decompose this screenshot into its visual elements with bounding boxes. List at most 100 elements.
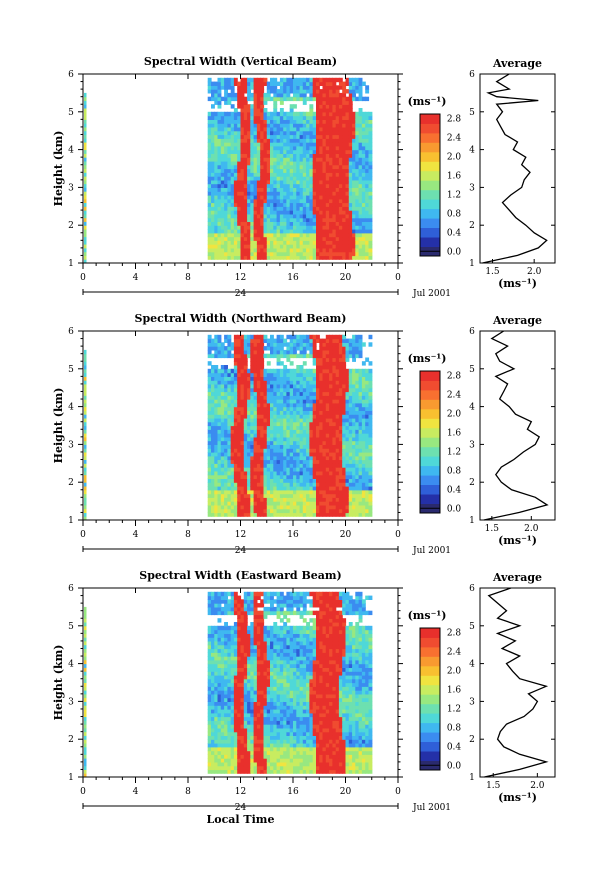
heatmap-cell (250, 123, 255, 128)
heatmap-cell (368, 145, 373, 151)
heatmap-cell (325, 221, 330, 226)
heatmap-cell (316, 383, 320, 389)
heatmap-cell (332, 486, 337, 491)
panel-title: Spectral Width (Northward Beam) (135, 312, 347, 325)
heatmap-cell (276, 474, 281, 479)
heatmap-cell (293, 145, 297, 151)
heatmap-cell (352, 508, 356, 514)
heatmap-cell (220, 380, 225, 385)
heatmap-cell (316, 512, 320, 517)
heatmap-cell (358, 89, 363, 94)
heatmap-cell (256, 251, 261, 257)
heatmap-cell (253, 111, 258, 117)
heatmap-cell (233, 512, 238, 517)
heatmap-cell (358, 251, 363, 257)
heatmap-cell (266, 425, 271, 430)
heatmap-cell (312, 399, 317, 404)
heatmap-cell (207, 236, 212, 241)
heatmap-cell (263, 391, 268, 396)
heatmap-cell (84, 115, 87, 120)
heatmap-cell (345, 81, 350, 86)
heatmap-cell (233, 402, 238, 408)
heatmap-cell (302, 508, 307, 514)
heatmap-cell (279, 387, 284, 393)
heatmap-cell (358, 391, 363, 396)
heatmap-cell (306, 172, 310, 177)
heatmap-cell (224, 244, 228, 249)
heatmap-cell (250, 251, 255, 257)
heatmap-cell (302, 474, 307, 479)
heatmap-cell (214, 455, 219, 461)
heatmap-cell (237, 470, 242, 476)
heatmap-cell (243, 96, 248, 102)
heatmap-cell (224, 251, 228, 257)
heatmap-cell (276, 486, 281, 491)
heatmap-cell (322, 251, 327, 257)
heatmap-cell (237, 142, 242, 147)
heatmap-cell (293, 486, 297, 491)
heatmap-cell (355, 183, 360, 188)
heatmap-cell (296, 342, 301, 347)
heatmap-cell (296, 353, 301, 359)
heatmap-cell (312, 368, 317, 374)
heatmap-cell (243, 334, 248, 340)
heatmap-cell (273, 225, 278, 230)
heatmap-cell (338, 202, 343, 207)
heatmap-cell (322, 138, 327, 143)
heatmap-cell (286, 357, 291, 362)
heatmap-cell (319, 191, 324, 196)
heatmap-cell (368, 493, 373, 498)
heatmap-cell (233, 168, 238, 173)
heatmap-cell (233, 126, 238, 132)
heatmap-cell (263, 421, 268, 427)
heatmap-cell (338, 179, 343, 185)
heatmap-cell (240, 512, 245, 517)
colorbar: (ms⁻¹)0.00.40.81.21.62.02.42.8 (408, 95, 462, 257)
heatmap-cell (358, 153, 363, 158)
heatmap-cell (345, 448, 350, 453)
heatmap-cell (260, 191, 265, 196)
heatmap-cell (329, 138, 333, 143)
heatmap-cell (319, 255, 324, 260)
heatmap-cell (207, 444, 212, 449)
heatmap-cell (230, 255, 235, 260)
heatmap-cell (299, 85, 304, 90)
heatmap-cell (296, 229, 301, 234)
heatmap-cell (302, 195, 307, 200)
heatmap-cell (214, 444, 219, 449)
heatmap-cell (84, 493, 87, 498)
heatmap-cell (227, 119, 232, 124)
heatmap-cell (207, 111, 212, 117)
heatmap-cell (276, 383, 281, 389)
heatmap-cell (358, 210, 363, 215)
heatmap-cell (289, 172, 294, 177)
heatmap-cell (368, 229, 373, 234)
heatmap-cell (273, 179, 278, 185)
heatmap-cell (312, 225, 317, 230)
heatmap-cell (345, 452, 350, 457)
heatmap-cell (322, 421, 327, 427)
heatmap-cell (342, 342, 347, 347)
heatmap-cell (302, 92, 307, 98)
heatmap-cell (273, 229, 278, 234)
heatmap-cell (247, 92, 251, 98)
heatmap-cell (355, 142, 360, 147)
heatmap-cell (312, 402, 317, 408)
heatmap-cell (355, 164, 360, 170)
heatmap-cell (345, 104, 350, 109)
heatmap-cell (207, 372, 212, 377)
heatmap-cell (260, 176, 265, 181)
heatmap-cell (316, 176, 320, 181)
heatmap-cell (207, 255, 212, 260)
heatmap-cell (233, 206, 238, 211)
heatmap-cell (312, 493, 317, 498)
heatmap-cell (293, 168, 297, 173)
heatmap-cell (342, 168, 347, 173)
heatmap-cell (335, 232, 340, 238)
heatmap-cell (247, 338, 251, 343)
heatmap-cell (214, 168, 219, 173)
heatmap-cell (214, 247, 219, 253)
heatmap-cell (240, 440, 245, 445)
heatmap-cell (309, 244, 314, 249)
heatmap-cell (338, 210, 343, 215)
